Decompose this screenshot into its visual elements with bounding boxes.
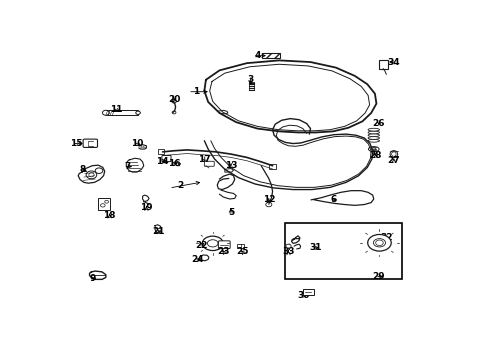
Text: 25: 25 (236, 247, 248, 256)
Ellipse shape (367, 128, 379, 131)
Ellipse shape (207, 240, 218, 247)
Text: 16: 16 (167, 159, 180, 168)
FancyBboxPatch shape (204, 161, 214, 166)
Text: 33: 33 (282, 247, 294, 256)
Circle shape (285, 244, 290, 248)
Bar (378, 60, 387, 69)
Ellipse shape (367, 139, 379, 142)
Circle shape (172, 111, 176, 114)
Bar (105, 110, 138, 115)
Text: 20: 20 (167, 95, 180, 104)
FancyBboxPatch shape (218, 241, 230, 249)
Ellipse shape (367, 134, 379, 136)
Bar (262, 53, 280, 58)
Bar (98, 198, 109, 210)
Ellipse shape (367, 234, 390, 251)
Text: 7: 7 (124, 162, 130, 171)
Text: 27: 27 (387, 156, 399, 165)
Text: 9: 9 (89, 274, 95, 283)
FancyBboxPatch shape (83, 139, 97, 148)
Bar (158, 149, 163, 154)
Text: 28: 28 (368, 151, 381, 160)
Ellipse shape (373, 239, 385, 247)
Text: 11: 11 (110, 105, 122, 114)
Ellipse shape (391, 152, 395, 156)
Text: 1: 1 (192, 87, 199, 96)
Text: 8: 8 (80, 165, 86, 174)
Ellipse shape (371, 148, 375, 150)
Circle shape (171, 100, 176, 103)
Text: 23: 23 (217, 247, 229, 256)
Text: 19: 19 (140, 203, 152, 212)
Text: 34: 34 (387, 58, 399, 67)
Text: 21: 21 (152, 227, 165, 236)
Text: 5: 5 (227, 208, 234, 217)
Bar (237, 244, 244, 248)
Text: 18: 18 (103, 211, 116, 220)
Text: 26: 26 (372, 118, 384, 127)
Ellipse shape (367, 131, 379, 134)
Text: 2: 2 (177, 181, 183, 190)
Ellipse shape (367, 136, 379, 139)
Text: 22: 22 (195, 240, 207, 249)
Circle shape (86, 171, 97, 179)
Text: 31: 31 (309, 243, 322, 252)
Circle shape (95, 168, 102, 174)
Text: 32: 32 (379, 233, 392, 242)
Circle shape (136, 111, 140, 114)
Text: 15: 15 (70, 139, 82, 148)
Text: 30: 30 (297, 291, 309, 300)
Circle shape (375, 240, 383, 246)
Ellipse shape (368, 147, 378, 152)
Circle shape (89, 173, 94, 177)
Bar (268, 164, 276, 169)
Text: 29: 29 (372, 272, 384, 281)
Bar (302, 289, 313, 295)
Text: 14: 14 (156, 157, 169, 166)
Circle shape (102, 110, 109, 115)
Text: 4: 4 (254, 51, 261, 60)
Bar (285, 223, 401, 279)
Circle shape (101, 204, 105, 207)
Text: 17: 17 (198, 155, 210, 164)
Text: 12: 12 (262, 195, 274, 204)
Ellipse shape (389, 150, 397, 158)
Text: 10: 10 (130, 139, 143, 148)
Circle shape (104, 201, 108, 203)
Text: 6: 6 (330, 195, 336, 204)
FancyBboxPatch shape (162, 156, 171, 162)
Text: 13: 13 (224, 161, 237, 170)
Text: 24: 24 (191, 256, 203, 265)
Circle shape (265, 202, 271, 207)
Ellipse shape (202, 236, 223, 251)
Text: 3: 3 (247, 75, 253, 84)
